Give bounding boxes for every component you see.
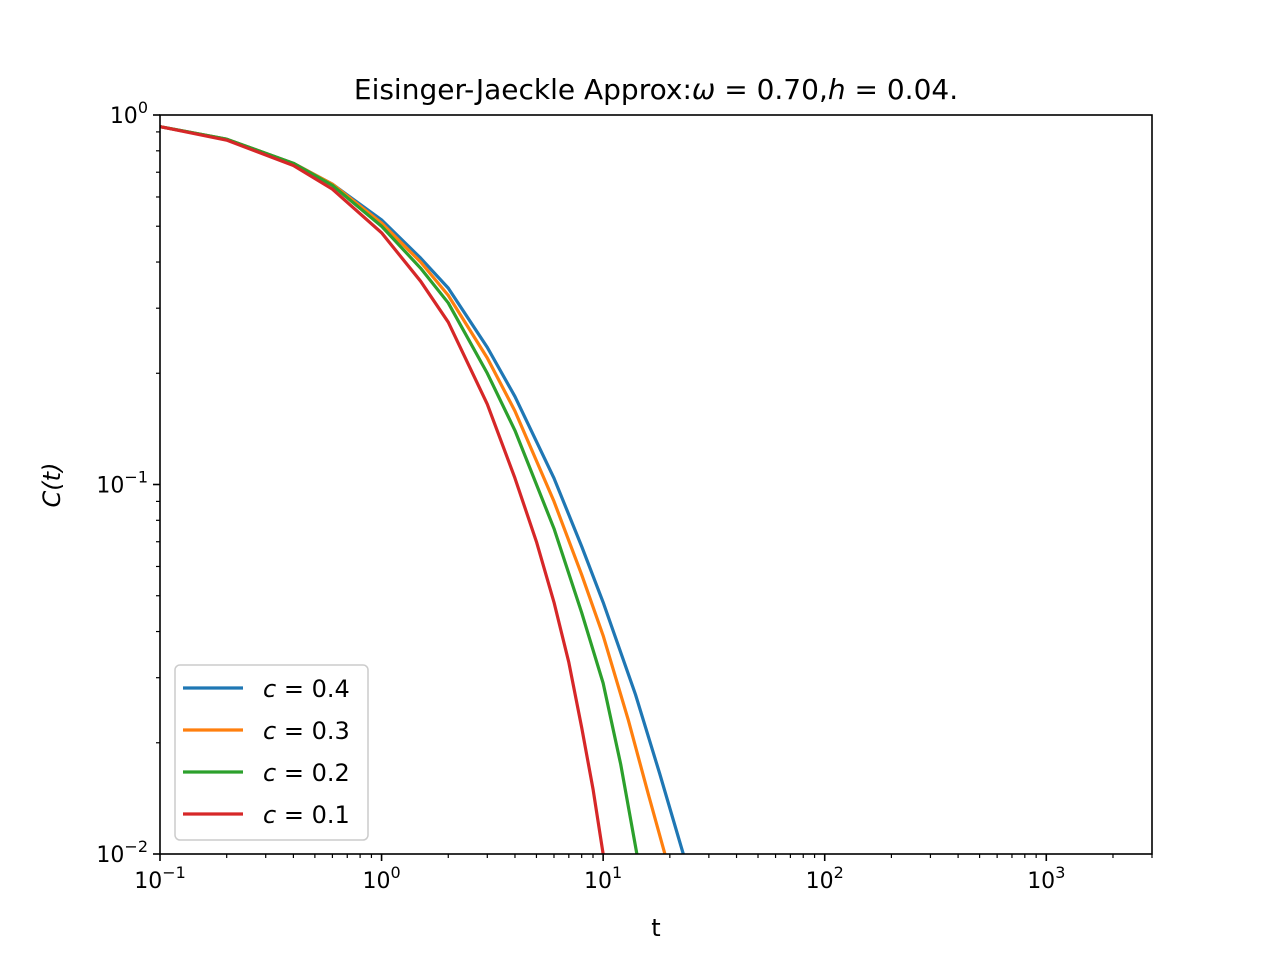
legend-label-1: c = 0.4: [263, 675, 350, 703]
y-axis-label: C(t): [38, 463, 66, 508]
chart-title: Eisinger-Jaeckle Approx:ω = 0.70,h = 0.0…: [354, 73, 958, 106]
x-tick-label: 10−1: [134, 863, 186, 894]
y-tick-label: 100: [110, 98, 148, 129]
x-tick-label: 100: [362, 863, 400, 894]
legend-label-2: c = 0.3: [263, 717, 350, 745]
x-tick-label: 101: [584, 863, 622, 894]
legend: c = 0.4 c = 0.3 c = 0.2 c = 0.1: [174, 664, 369, 841]
series-line-3: [160, 125, 639, 854]
x-axis-label: t: [651, 914, 660, 942]
series-layer: [160, 125, 685, 854]
legend-label-4: c = 0.1: [263, 801, 350, 829]
legend-frame: [174, 664, 369, 841]
x-tick-label: 103: [1027, 863, 1065, 894]
legend-label-3: c = 0.2: [263, 759, 350, 787]
x-tick-label: 102: [806, 863, 844, 894]
y-tick-label: 10−2: [96, 837, 148, 868]
y-tick-label: 10−1: [96, 468, 148, 499]
series-line-4: [160, 125, 605, 854]
